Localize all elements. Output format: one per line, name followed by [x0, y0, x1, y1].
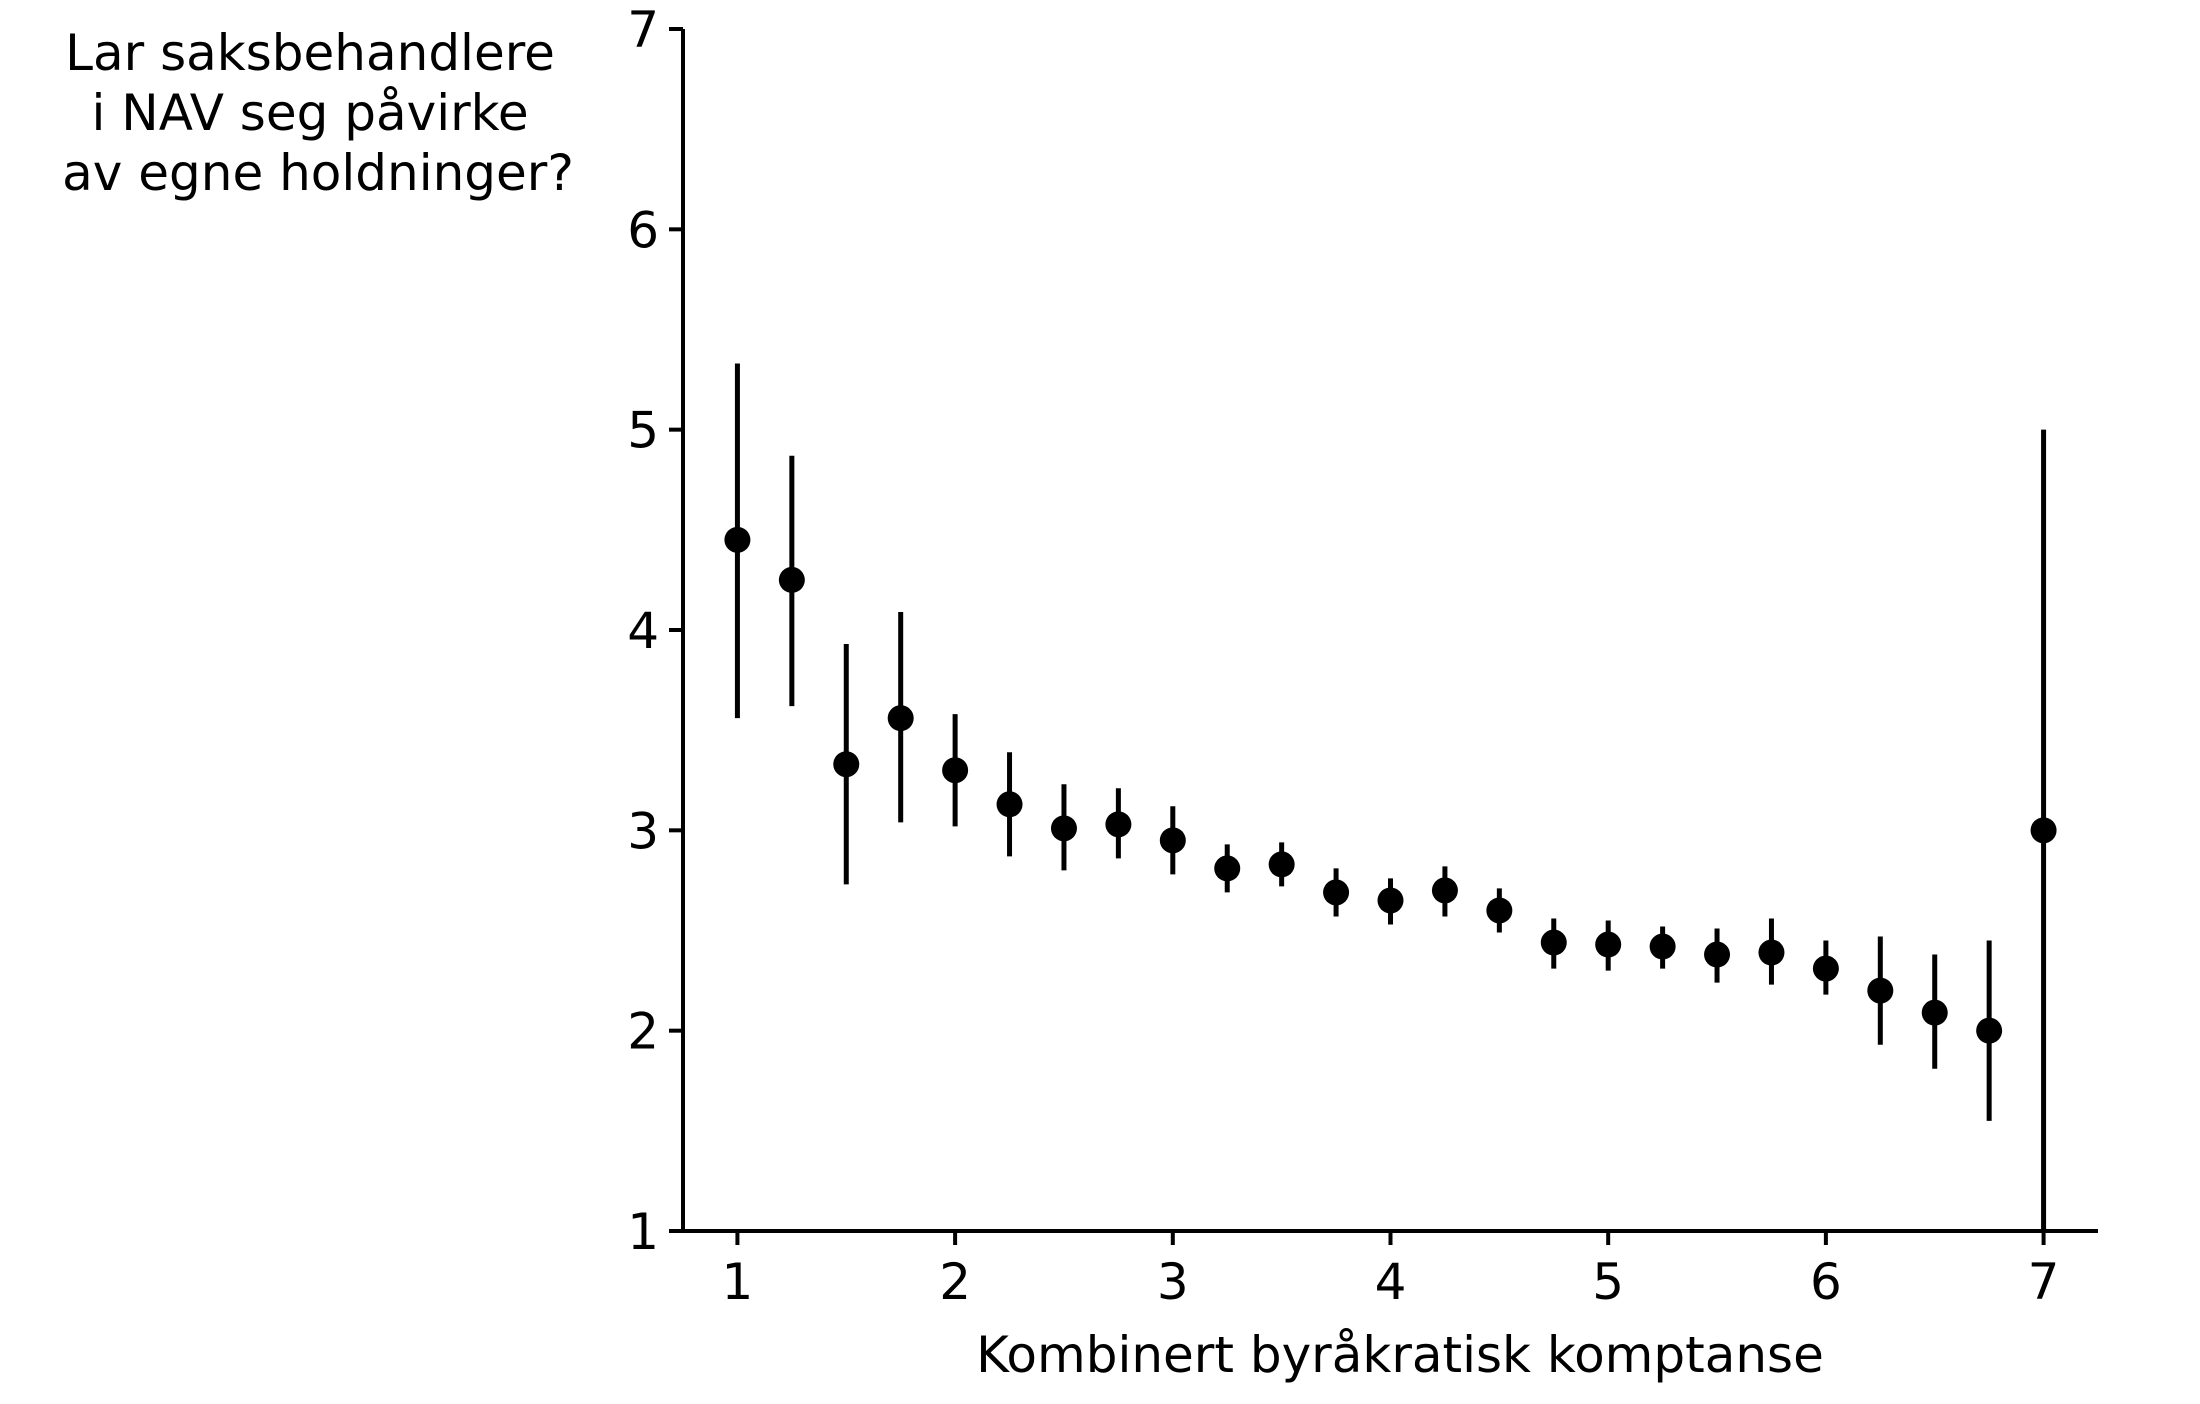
data-point: [1486, 897, 1513, 924]
data-point: [724, 526, 751, 553]
data-point: [1921, 999, 1948, 1026]
data-point: [2030, 817, 2057, 844]
data-point: [1812, 955, 1839, 982]
y-axis-label-line-3: av egne holdninger?: [62, 144, 574, 202]
data-point: [1323, 879, 1350, 906]
data-point: [1704, 941, 1731, 968]
x-axis-label: Kombinert byråkratisk komptanse: [976, 1326, 1824, 1384]
x-tick-label: 5: [1592, 1253, 1624, 1311]
x-tick-label: 3: [1157, 1253, 1189, 1311]
y-tick-label: 4: [627, 602, 659, 660]
y-axis-label: Lar saksbehandlere i NAV seg påvirke av …: [62, 24, 574, 202]
data-point: [1377, 887, 1404, 914]
y-tick-label: 1: [627, 1203, 659, 1261]
data-point: [942, 757, 969, 784]
data-point: [1214, 855, 1241, 882]
data-point: [1867, 977, 1894, 1004]
x-tick-label: 6: [1810, 1253, 1842, 1311]
data-point: [1159, 827, 1186, 854]
x-tick-label: 2: [939, 1253, 971, 1311]
x-tick-label: 1: [722, 1253, 754, 1311]
data-point: [1540, 929, 1567, 956]
axes: [681, 29, 2098, 1233]
data-point: [996, 791, 1023, 818]
y-tick-label: 6: [627, 201, 659, 259]
data-point: [1050, 815, 1077, 842]
y-tick-label: 2: [627, 1003, 659, 1061]
data-point: [1431, 877, 1458, 904]
y-tick-label: 7: [627, 1, 659, 59]
y-tick-label: 5: [627, 402, 659, 460]
data-point: [1649, 933, 1676, 960]
error-bars: [734, 363, 2047, 1231]
axis-ticks: 1 2 3 4 5 6 7 1 2 3 4 5 6 7: [627, 1, 2059, 1311]
data-point: [1976, 1017, 2003, 1044]
x-tick-label: 7: [2028, 1253, 2060, 1311]
y-axis-label-line-1: Lar saksbehandlere: [65, 24, 555, 82]
data-point: [1758, 939, 1785, 966]
data-points: [724, 526, 2057, 1044]
data-point: [887, 705, 914, 732]
data-point: [833, 751, 860, 778]
data-point: [1105, 811, 1132, 838]
y-axis-label-line-2: i NAV seg påvirke: [92, 84, 529, 142]
y-tick-label: 3: [627, 802, 659, 860]
data-point: [778, 566, 805, 593]
data-point: [1268, 851, 1295, 878]
x-tick-label: 4: [1375, 1253, 1407, 1311]
data-point: [1595, 931, 1622, 958]
